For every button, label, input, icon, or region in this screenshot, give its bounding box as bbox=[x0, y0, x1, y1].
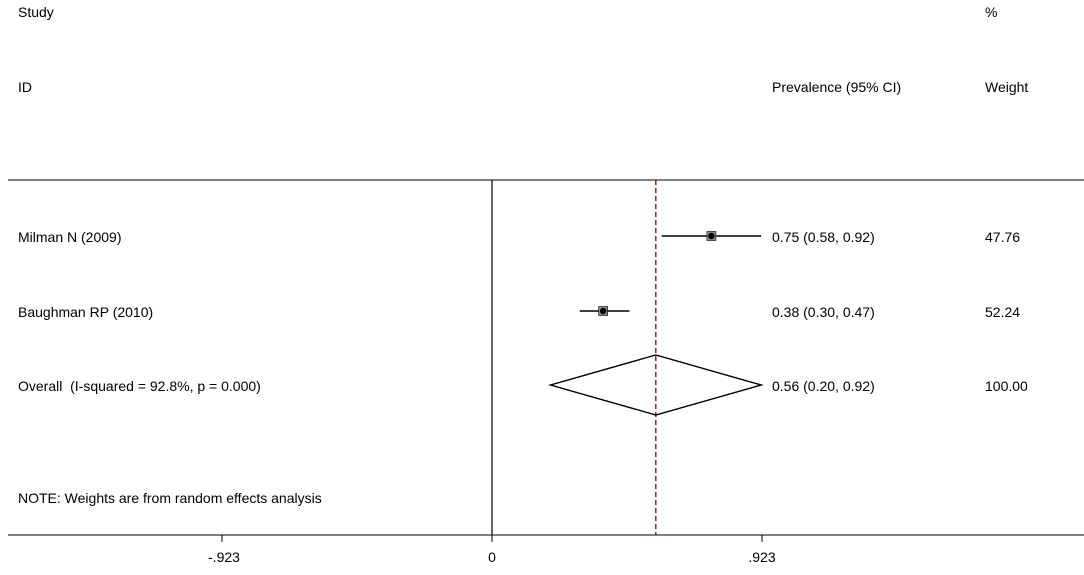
overall-ci: 0.56 (0.20, 0.92) bbox=[772, 378, 875, 394]
overall-name: Overall (I-squared = 92.8%, p = 0.000) bbox=[18, 378, 261, 394]
study-ci-1: 0.75 (0.58, 0.92) bbox=[772, 229, 875, 245]
percent-header: % bbox=[985, 4, 998, 20]
weights-note: NOTE: Weights are from random effects an… bbox=[18, 490, 322, 506]
study-ci-2: 0.38 (0.30, 0.47) bbox=[772, 304, 875, 320]
study-header: Study bbox=[18, 4, 54, 20]
x-tick-label-pos: .923 bbox=[748, 549, 776, 565]
id-header: ID bbox=[18, 79, 32, 95]
weight-header: Weight bbox=[985, 79, 1029, 95]
study-name-2: Baughman RP (2010) bbox=[18, 304, 154, 320]
overall-diamond bbox=[547, 354, 764, 416]
point-estimate-2 bbox=[599, 307, 607, 315]
study-weight-2: 52.24 bbox=[985, 304, 1021, 320]
overall-weight: 100.00 bbox=[985, 378, 1028, 394]
study-weight-1: 47.76 bbox=[985, 229, 1021, 245]
x-tick-label-neg: -.923 bbox=[208, 549, 240, 565]
x-tick-label-zero: 0 bbox=[488, 549, 496, 565]
estimate-header: Prevalence (95% CI) bbox=[772, 79, 902, 95]
study-name-1: Milman N (2009) bbox=[18, 229, 122, 245]
point-estimate-1 bbox=[708, 232, 715, 240]
